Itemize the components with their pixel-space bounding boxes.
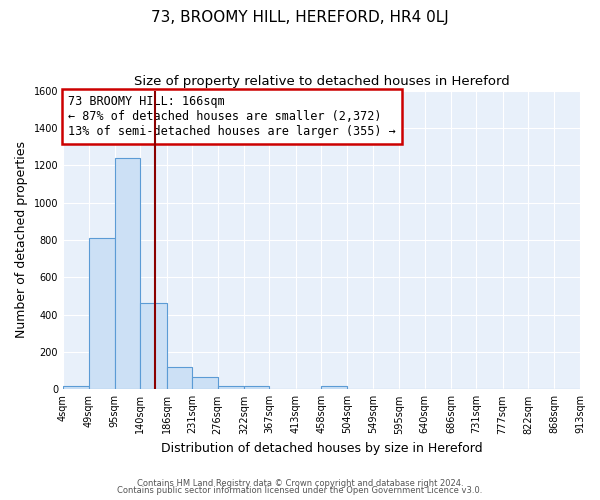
Bar — [321, 386, 347, 390]
Bar — [63, 386, 89, 390]
Bar — [89, 238, 115, 390]
Bar — [244, 386, 269, 390]
Text: Contains HM Land Registry data © Crown copyright and database right 2024.: Contains HM Land Registry data © Crown c… — [137, 478, 463, 488]
Text: 73, BROOMY HILL, HEREFORD, HR4 0LJ: 73, BROOMY HILL, HEREFORD, HR4 0LJ — [151, 10, 449, 25]
Title: Size of property relative to detached houses in Hereford: Size of property relative to detached ho… — [134, 75, 509, 88]
Bar — [218, 386, 244, 390]
Text: 73 BROOMY HILL: 166sqm
← 87% of detached houses are smaller (2,372)
13% of semi-: 73 BROOMY HILL: 166sqm ← 87% of detached… — [68, 95, 396, 138]
Bar — [115, 158, 140, 390]
Bar — [140, 304, 167, 390]
Text: Contains public sector information licensed under the Open Government Licence v3: Contains public sector information licen… — [118, 486, 482, 495]
Bar — [167, 367, 192, 390]
Bar — [192, 377, 218, 390]
Y-axis label: Number of detached properties: Number of detached properties — [15, 142, 28, 338]
X-axis label: Distribution of detached houses by size in Hereford: Distribution of detached houses by size … — [161, 442, 482, 455]
